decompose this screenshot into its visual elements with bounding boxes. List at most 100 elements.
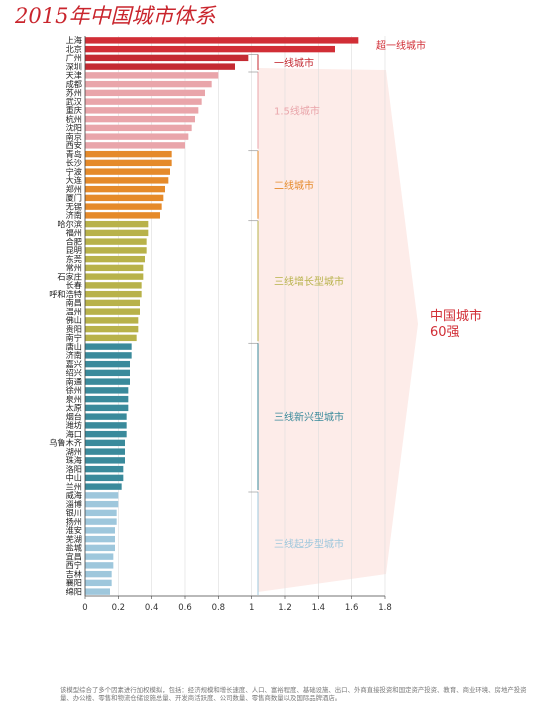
bar xyxy=(85,115,195,123)
bar xyxy=(85,343,132,350)
city-label: 东莞 xyxy=(66,254,82,264)
bar xyxy=(85,448,125,455)
bar xyxy=(85,369,130,377)
city-label: 北京 xyxy=(66,44,82,54)
city-label: 上海 xyxy=(66,35,82,45)
city-label: 武汉 xyxy=(66,96,82,106)
city-label: 珠海 xyxy=(66,455,82,465)
city-label: 烟台 xyxy=(66,411,82,421)
bar xyxy=(85,308,140,315)
x-tick-label: 0.4 xyxy=(145,603,159,613)
summary-label: 中国城市 xyxy=(430,308,482,324)
city-label: 西安 xyxy=(66,140,82,150)
bar xyxy=(85,89,205,97)
city-label: 石家庄 xyxy=(57,271,82,281)
bar xyxy=(85,483,122,490)
city-label: 厦门 xyxy=(66,193,82,203)
city-label: 长沙 xyxy=(66,158,82,168)
city-label: 沈阳 xyxy=(66,123,82,133)
city-label: 绵阳 xyxy=(66,586,82,596)
bar xyxy=(85,387,129,394)
group-label: 二线城市 xyxy=(274,179,314,192)
bar xyxy=(85,98,202,105)
x-tick-label: 0.8 xyxy=(212,603,226,613)
bar xyxy=(85,527,115,534)
city-label: 郑州 xyxy=(66,184,82,194)
bar xyxy=(85,45,335,53)
bar xyxy=(85,518,117,525)
bar xyxy=(85,185,165,193)
city-label: 大连 xyxy=(66,175,82,185)
bar xyxy=(85,168,170,175)
bar xyxy=(85,299,140,307)
city-label: 淮安 xyxy=(66,525,82,535)
city-label: 洛阳 xyxy=(66,464,82,474)
bar xyxy=(85,290,142,298)
x-tick-label: 1.4 xyxy=(312,603,326,613)
bar xyxy=(85,229,149,237)
bar xyxy=(85,422,127,429)
city-label: 广州 xyxy=(66,53,82,63)
group-label: 一线城市 xyxy=(274,56,314,69)
bar xyxy=(85,413,127,420)
city-label: 呼和浩特 xyxy=(49,289,82,299)
city-label: 中山 xyxy=(66,473,82,483)
city-label: 济南 xyxy=(66,350,82,360)
group-label: 三线起步型城市 xyxy=(274,538,344,551)
bar xyxy=(85,325,139,333)
bar xyxy=(85,264,144,272)
bar xyxy=(85,273,144,280)
city-label: 潍坊 xyxy=(66,420,82,430)
bar xyxy=(85,352,132,359)
summary-count: 60强 xyxy=(430,325,460,340)
bar xyxy=(85,37,359,44)
city-label: 泉州 xyxy=(66,394,82,404)
bar xyxy=(85,159,172,167)
city-label: 南京 xyxy=(66,131,82,141)
city-label: 唐山 xyxy=(66,341,82,351)
city-label: 绍兴 xyxy=(66,368,82,378)
bar xyxy=(85,378,130,385)
city-label: 温州 xyxy=(66,306,82,316)
x-tick-label: 0.6 xyxy=(178,603,192,613)
bar xyxy=(85,570,112,578)
city-label: 西宁 xyxy=(66,560,82,570)
bar xyxy=(85,457,125,464)
bar xyxy=(85,404,129,412)
city-label: 乌鲁木齐 xyxy=(49,438,82,448)
city-label: 吉林 xyxy=(66,569,82,579)
footnote: 该模型综合了多个因素进行加权模拟，包括：经济规模和增长速度、人口、富裕程度、基础… xyxy=(60,686,527,703)
bar xyxy=(85,177,169,184)
city-label: 天津 xyxy=(66,70,82,80)
city-label: 南昌 xyxy=(66,298,82,308)
bar xyxy=(85,395,129,403)
city-label: 太原 xyxy=(66,403,82,413)
city-label: 芜湖 xyxy=(66,534,82,544)
bar xyxy=(85,509,117,517)
bar xyxy=(85,203,162,210)
city-label: 常州 xyxy=(66,263,82,273)
bar xyxy=(85,80,212,88)
city-label: 福州 xyxy=(66,228,82,238)
bar xyxy=(85,133,189,140)
city-label: 嘉兴 xyxy=(66,359,82,369)
bar xyxy=(85,255,145,263)
x-tick-label: 0.2 xyxy=(112,603,126,613)
bar xyxy=(85,465,124,473)
city-label: 南通 xyxy=(66,376,82,386)
city-label: 深圳 xyxy=(66,61,82,71)
x-tick-label: 1.8 xyxy=(378,603,392,613)
bar xyxy=(85,142,185,149)
city-label: 襄阳 xyxy=(66,578,82,588)
bar xyxy=(85,492,119,499)
bar xyxy=(85,247,147,254)
city-label: 昆明 xyxy=(66,245,82,255)
city-label: 宁波 xyxy=(66,166,82,176)
city-label: 兰州 xyxy=(66,481,82,491)
city-label: 淄博 xyxy=(66,499,82,509)
city-label: 成都 xyxy=(66,79,82,89)
arrow-shape xyxy=(258,68,418,592)
city-label: 银川 xyxy=(66,508,82,518)
city-label: 重庆 xyxy=(66,105,82,115)
